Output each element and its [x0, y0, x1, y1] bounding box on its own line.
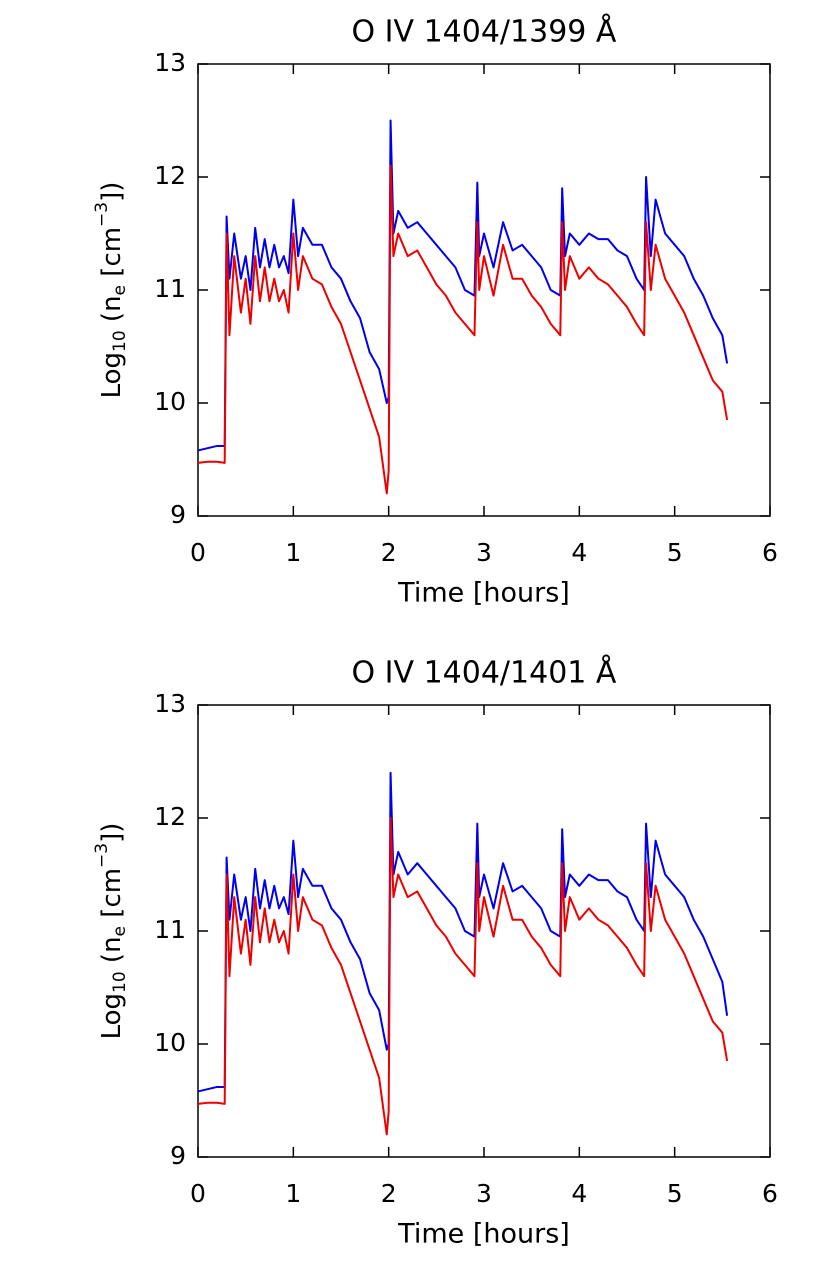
x-axis-label: Time [hours] — [397, 1219, 570, 1250]
y-label-part: −3 — [92, 202, 112, 227]
x-tick-label: 3 — [476, 538, 492, 567]
y-tick-label: 10 — [154, 1028, 186, 1057]
x-tick-label: 5 — [667, 538, 683, 567]
data-line — [197, 164, 729, 495]
y-label-part: (n — [97, 936, 127, 971]
y-axis-label: Log10 (ne [cm−3]) — [92, 182, 130, 399]
y-tick-label: 13 — [154, 48, 186, 77]
x-tick-label: 2 — [381, 538, 397, 567]
y-label-part: Log — [97, 993, 127, 1039]
chart-title: O IV 1404/1399 Å — [352, 14, 617, 50]
x-tick-label: 3 — [476, 1179, 492, 1208]
y-tick-label: 11 — [154, 274, 186, 303]
x-tick-label: 0 — [190, 1179, 206, 1208]
x-tick-label: 5 — [667, 1179, 683, 1208]
y-tick-label: 11 — [154, 915, 186, 944]
y-label-part: e — [110, 926, 130, 936]
x-tick-label: 1 — [285, 538, 301, 567]
x-axis-label: Time [hours] — [397, 578, 570, 609]
y-label-part: ]) — [97, 823, 127, 843]
x-tick-label: 2 — [381, 1179, 397, 1208]
y-label-part: ]) — [97, 182, 127, 202]
x-tick-label: 0 — [190, 538, 206, 567]
y-label-part: 10 — [110, 330, 130, 352]
y-tick-label: 9 — [170, 500, 186, 529]
x-tick-label: 4 — [571, 538, 587, 567]
y-tick-label: 13 — [154, 689, 186, 718]
data-line — [197, 119, 729, 452]
y-label-part: −3 — [92, 843, 112, 868]
y-label-part: [cm — [97, 227, 127, 285]
y-label-part: 10 — [110, 971, 130, 993]
y-axis-label: Log10 (ne [cm−3]) — [92, 823, 130, 1040]
data-line — [197, 817, 729, 1136]
y-tick-label: 10 — [154, 387, 186, 416]
y-label-part: (n — [97, 295, 127, 330]
x-tick-label: 1 — [285, 1179, 301, 1208]
y-label-part: Log — [97, 352, 127, 398]
chart-title: O IV 1404/1401 Å — [352, 655, 617, 691]
x-tick-label: 6 — [762, 538, 778, 567]
y-tick-label: 12 — [154, 161, 186, 190]
x-tick-label: 6 — [762, 1179, 778, 1208]
x-tick-label: 4 — [571, 1179, 587, 1208]
y-label-part: e — [110, 285, 130, 295]
y-tick-label: 12 — [154, 802, 186, 831]
data-line — [197, 771, 729, 1093]
y-label-part: [cm — [97, 868, 127, 926]
y-tick-label: 9 — [170, 1141, 186, 1170]
